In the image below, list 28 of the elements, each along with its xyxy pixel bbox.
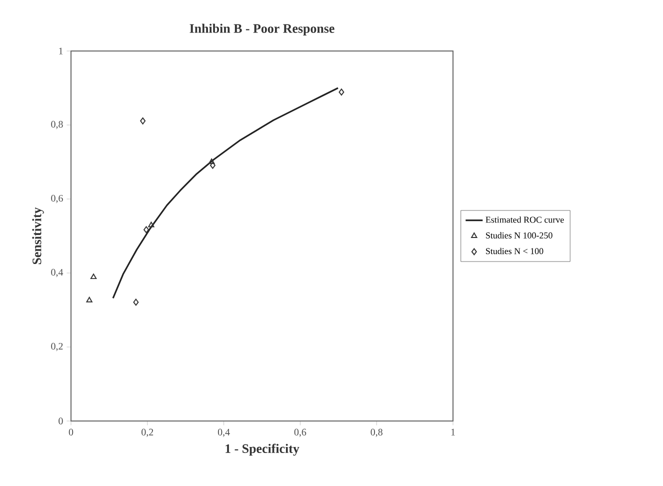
x-tick-label: 0,4 xyxy=(218,428,230,437)
y-tick-label: 0,8 xyxy=(51,120,63,130)
x-tick-label: 0,6 xyxy=(294,428,306,437)
x-axis-title: 1 - Specificity xyxy=(226,444,300,456)
x-tick-label: 0,2 xyxy=(142,428,154,437)
x-tick-label: 0,8 xyxy=(370,428,382,437)
point xyxy=(144,226,149,234)
legend-label: Estimated ROC curve xyxy=(486,216,564,223)
point xyxy=(338,88,344,96)
legend-label: Studies N 100-250 xyxy=(486,232,552,238)
point xyxy=(86,296,92,302)
x-tick-label: 1 xyxy=(451,428,455,436)
point xyxy=(140,117,146,124)
y-tick-label: 0,6 xyxy=(51,194,63,204)
point xyxy=(210,162,216,169)
point xyxy=(208,158,215,164)
chart-title: Inhibin B - Poor Response xyxy=(190,24,334,36)
point xyxy=(90,274,97,280)
y-tick-label: 0,4 xyxy=(51,268,64,278)
y-tick-label: 0,2 xyxy=(51,342,63,352)
legend-label: Studies N < 100 xyxy=(486,248,544,254)
point xyxy=(133,298,139,306)
x-tick-label: 0 xyxy=(68,428,74,436)
point xyxy=(148,222,154,228)
y-tick-label: 0 xyxy=(58,418,63,424)
y-tick-label: 1 xyxy=(59,48,63,54)
line-series xyxy=(112,87,339,299)
y-axis-title: Sensitivity xyxy=(32,207,44,264)
